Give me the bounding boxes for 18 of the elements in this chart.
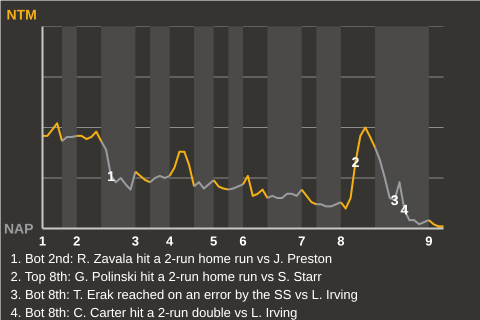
x-tick-label: 5 (210, 234, 218, 248)
x-tick-label: 8 (337, 234, 344, 248)
x-tick-label: 9 (425, 234, 432, 248)
text: NTM (6, 6, 37, 22)
text: 3. Bot 8th: T. Erak reached on an error by the SS vs L. Irving (10, 287, 358, 302)
text: 4. Bot 8th: C. Carter hit a 2-run double vs L. Irving (10, 305, 298, 320)
annotation: 4 (400, 202, 408, 218)
x-tick-label: 2 (73, 234, 80, 248)
text: 1. Bot 2nd: R. Zavala hit a 2-run home run vs J. Preston (10, 251, 332, 266)
annotation: 3 (390, 192, 399, 208)
x-tick-label: 3 (132, 234, 140, 248)
x-tick-label: 7 (298, 234, 306, 248)
x-tick-label: 1 (38, 234, 46, 248)
text: 2. Top 8th: G. Polinski hit a 2-run home run vs S. Starr (10, 269, 322, 284)
x-tick-label: 6 (239, 234, 247, 248)
annotation: 1 (107, 168, 116, 184)
x-tick-label: 4 (166, 234, 174, 248)
text: NAP (4, 220, 34, 236)
